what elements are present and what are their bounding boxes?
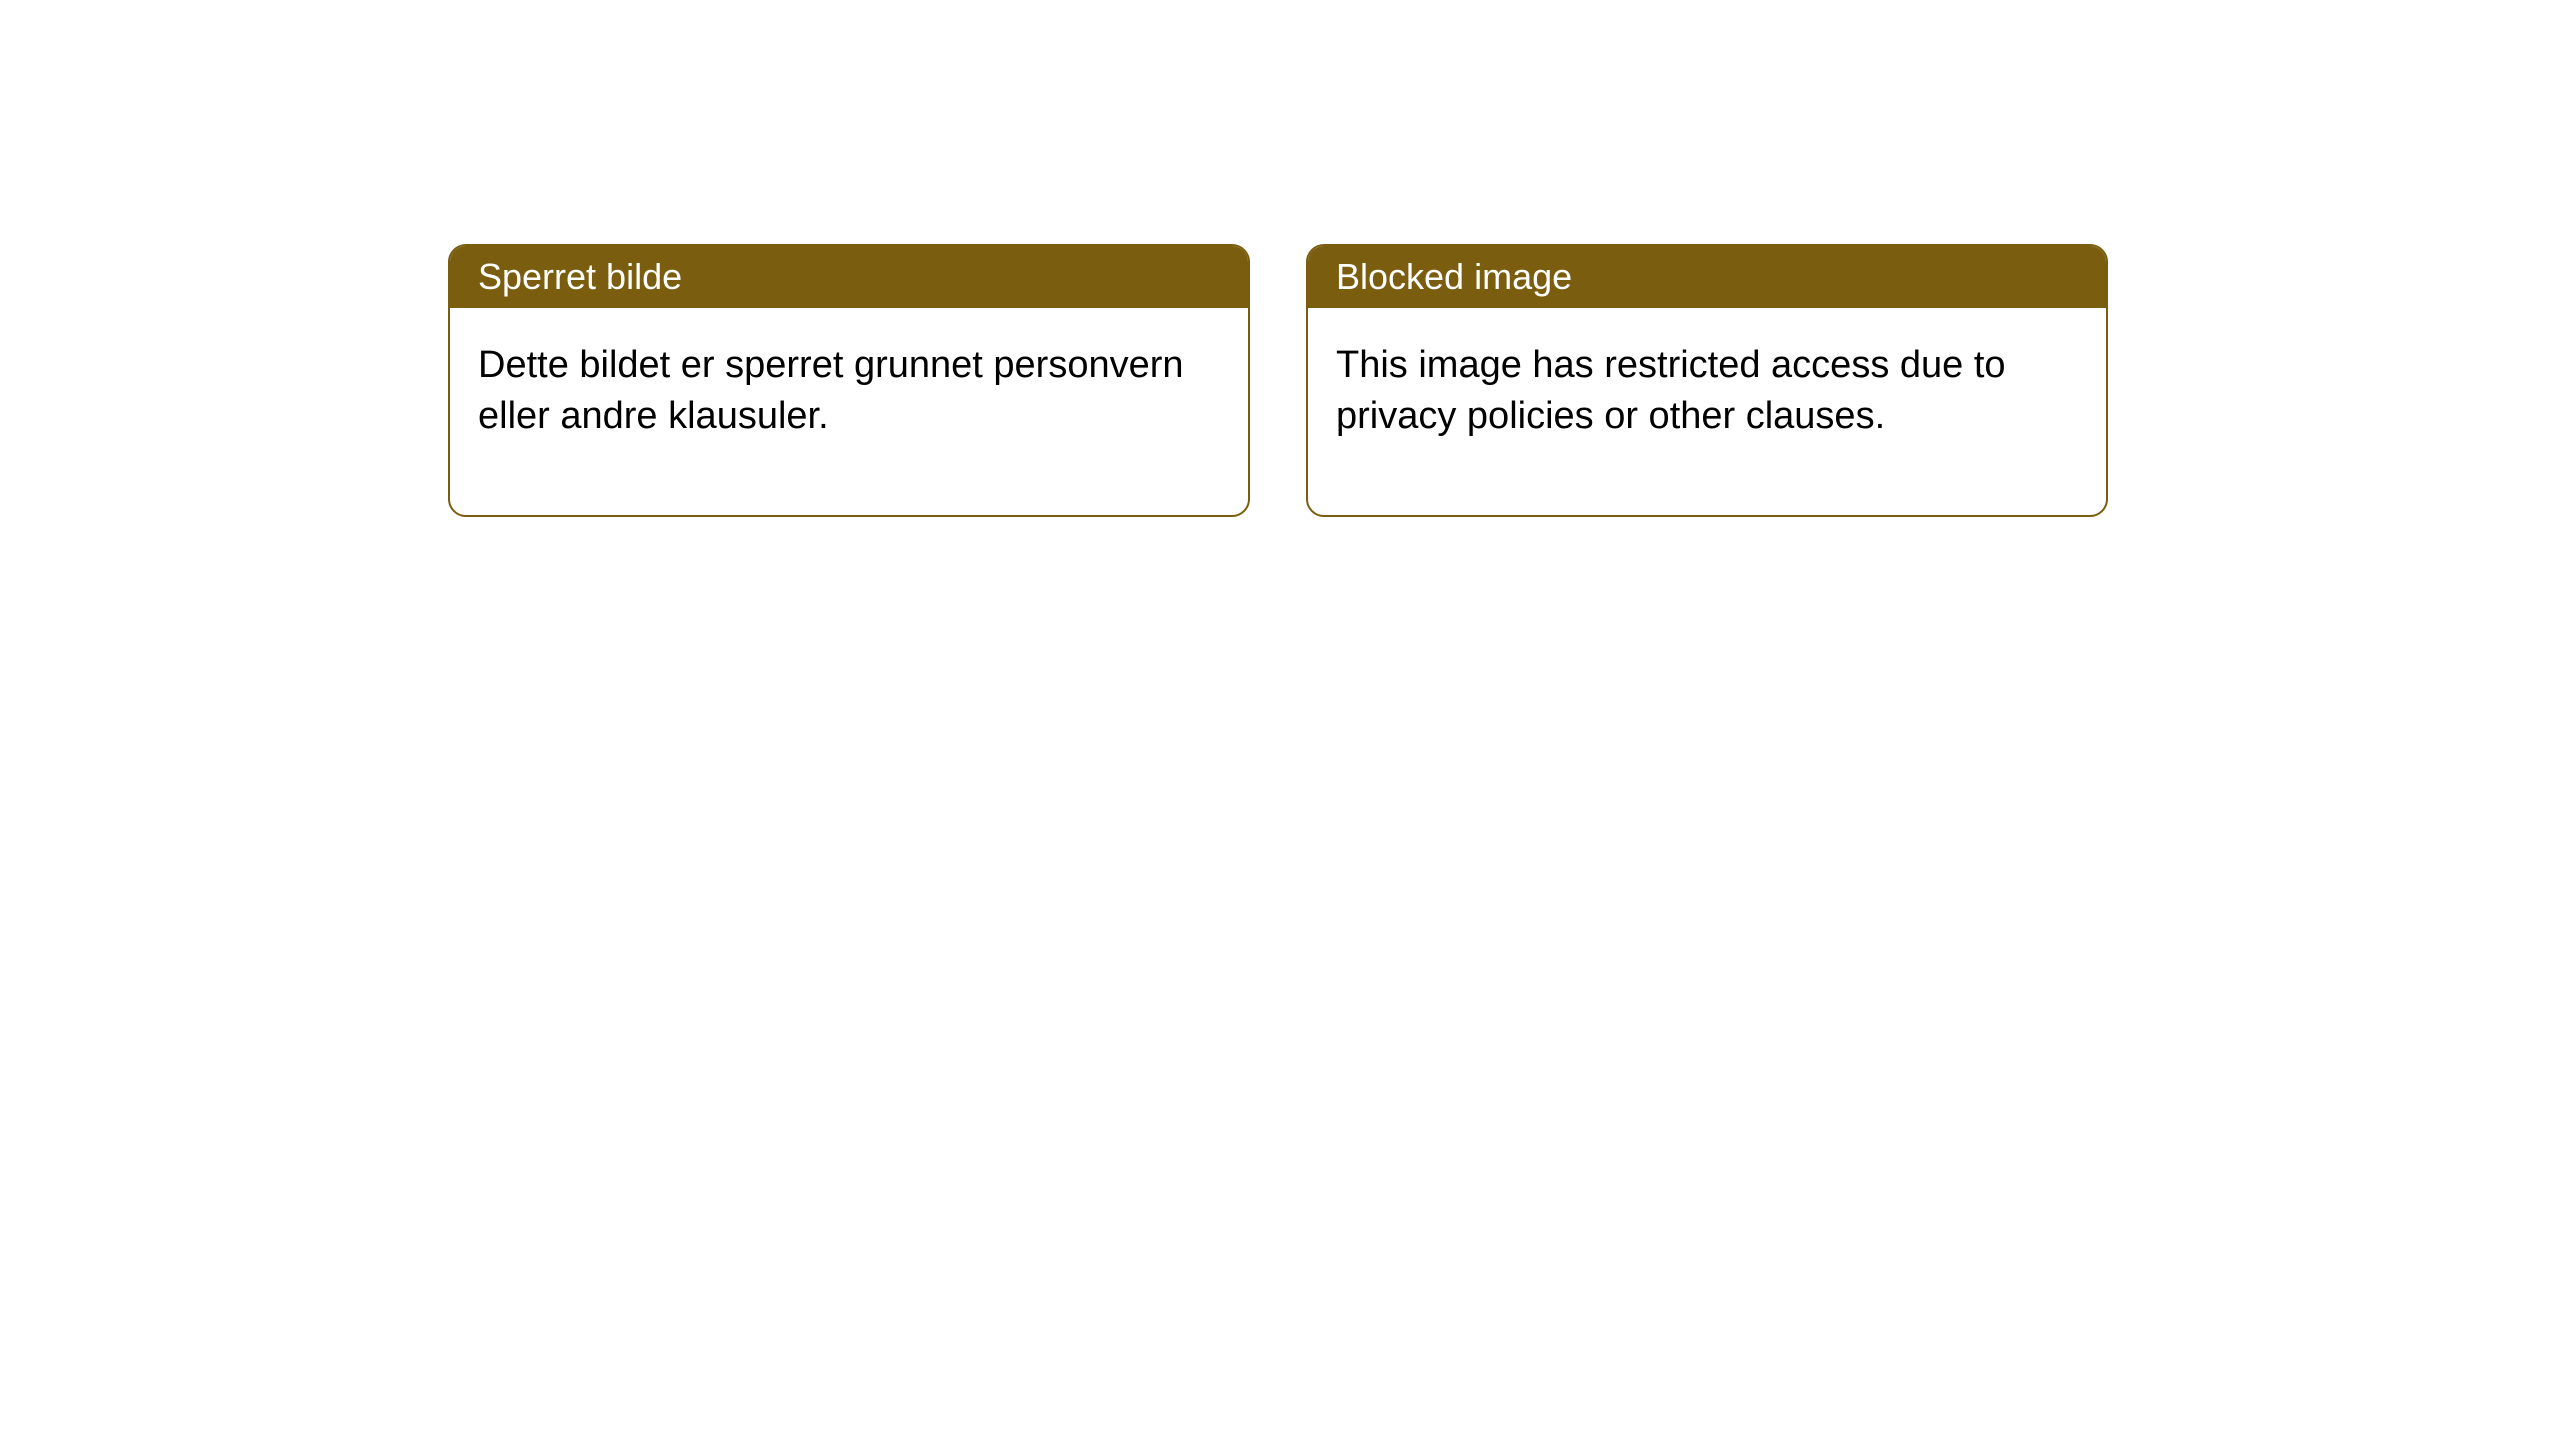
notice-header: Sperret bilde — [450, 246, 1248, 308]
notice-text: Dette bildet er sperret grunnet personve… — [478, 344, 1184, 437]
notice-container: Sperret bilde Dette bildet er sperret gr… — [448, 244, 2108, 517]
notice-card-norwegian: Sperret bilde Dette bildet er sperret gr… — [448, 244, 1250, 517]
notice-title: Blocked image — [1336, 256, 1572, 297]
notice-body: This image has restricted access due to … — [1308, 308, 2106, 515]
notice-text: This image has restricted access due to … — [1336, 344, 2006, 437]
notice-title: Sperret bilde — [478, 256, 682, 297]
notice-body: Dette bildet er sperret grunnet personve… — [450, 308, 1248, 515]
notice-header: Blocked image — [1308, 246, 2106, 308]
notice-card-english: Blocked image This image has restricted … — [1306, 244, 2108, 517]
